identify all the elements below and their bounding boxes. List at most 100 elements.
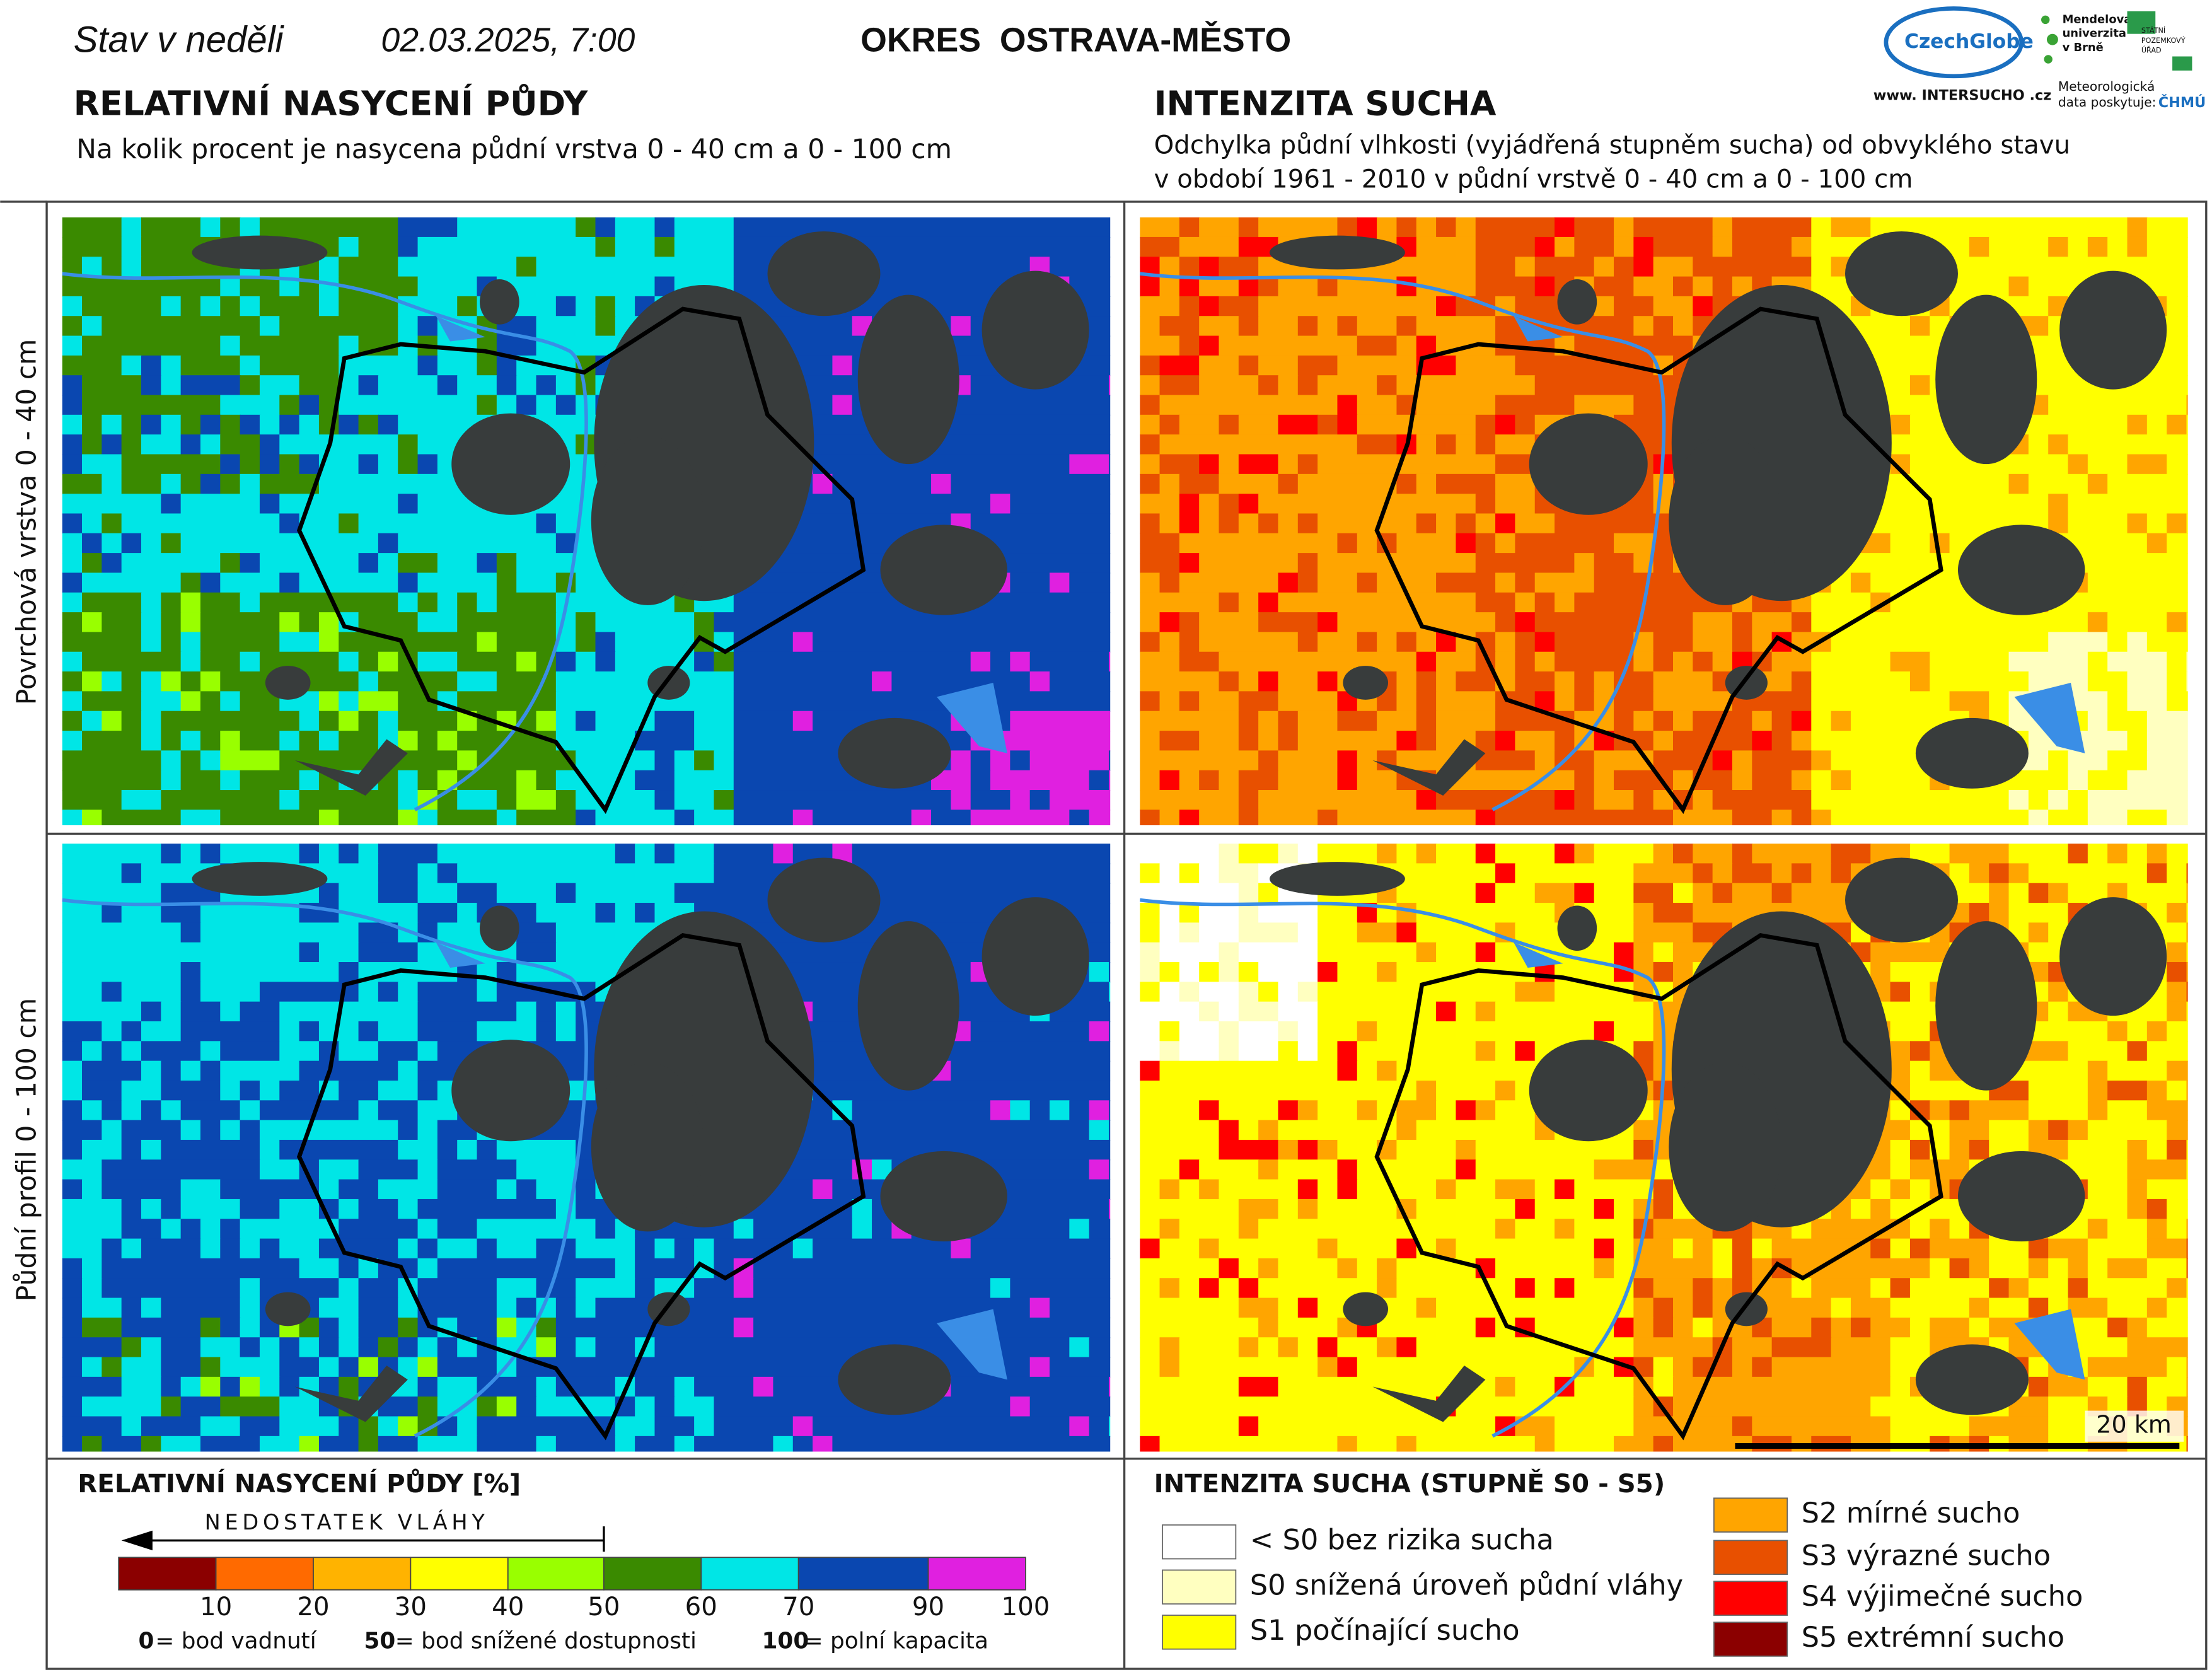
map-cell: [180, 592, 202, 613]
map-cell: [1238, 809, 1259, 825]
legend-swatch: [1162, 1569, 1237, 1605]
map-cell: [62, 316, 83, 337]
map-cell: [1297, 711, 1338, 732]
map-cell: [101, 257, 122, 277]
map-cell: [2186, 922, 2188, 943]
map-cell: [1712, 883, 1734, 904]
map-cell: [1159, 982, 1180, 1002]
map-cell: [1159, 1357, 1180, 1378]
map-cell: [792, 632, 814, 653]
map-cell: [1475, 844, 1497, 864]
map-cell: [82, 1100, 103, 1121]
map-cell: [576, 1297, 596, 1319]
map-cell: [1416, 942, 1437, 963]
map-cell: [220, 1179, 320, 1200]
map-cell: [477, 1238, 497, 1260]
map-cell: [457, 863, 715, 884]
map-cell: [339, 335, 359, 356]
map-cell: [1258, 276, 1279, 298]
map-cell: [595, 632, 616, 653]
map-cell: [1159, 1041, 1180, 1062]
map-cell: [1653, 257, 1694, 277]
map-cell: [1219, 844, 1239, 864]
map-cell: [1396, 335, 1417, 356]
map-cell: [1475, 276, 1536, 298]
map-cell: [417, 1041, 439, 1062]
map-cell: [1140, 1021, 1161, 1042]
map-cell: [200, 671, 221, 692]
map-cell: [477, 1396, 497, 1417]
map-cell: [1534, 1278, 1556, 1299]
map-cell: [161, 1219, 182, 1239]
map-cell: [200, 1120, 221, 1141]
map-cell: [1140, 632, 1161, 653]
map-cell: [1258, 375, 1279, 396]
map-cell: [2186, 1357, 2188, 1378]
map-cell: [339, 1198, 359, 1220]
map-cell: [1495, 572, 1516, 593]
map-cell: [516, 395, 537, 415]
map-cell: [299, 770, 320, 791]
map-cell: [358, 414, 379, 436]
map-cell: [1199, 962, 1220, 983]
map-cell: [1475, 236, 1536, 258]
map-cell: [1515, 632, 1536, 653]
legend-left-arrow-label: NEDOSTATEK VLÁHY: [205, 1509, 489, 1535]
map-cell: [2127, 770, 2188, 791]
map-cell: [1278, 770, 1338, 791]
map-cell: [1159, 355, 1200, 376]
map-cell: [1297, 731, 1398, 751]
map-cell: [240, 1376, 261, 1398]
map-cell: [121, 236, 142, 258]
map-cell: [2146, 533, 2168, 554]
map-cell: [2068, 1278, 2088, 1299]
map-cell: [62, 1001, 142, 1023]
map-cell: [2087, 1100, 2109, 1121]
map-cell: [536, 1376, 557, 1398]
map-cell: [1258, 962, 1319, 983]
map-cell: [1140, 790, 1239, 811]
map-cell: [1555, 632, 1635, 653]
map-cell: [1199, 1159, 1259, 1180]
map-cell: [240, 731, 281, 751]
map-cell: [1969, 1100, 2029, 1121]
map-cell: [240, 414, 261, 436]
map-cell: [417, 1357, 439, 1378]
map-cell: [1989, 883, 2010, 904]
map-cell: [161, 1080, 221, 1101]
map-cell: [240, 355, 261, 376]
map-cell: [1179, 922, 1200, 943]
map-cell: [417, 903, 458, 924]
map-cell: [1890, 1159, 1911, 1180]
map-cell: [279, 790, 300, 811]
map-cell: [279, 1041, 320, 1062]
map-cell: [1238, 731, 1259, 751]
map-cell: [299, 1258, 340, 1279]
map-cell: [1357, 1021, 1378, 1042]
map-cell: [161, 1100, 182, 1121]
map-cell: [339, 1041, 379, 1062]
map-cell: [437, 1179, 497, 1200]
map-cell: [1396, 731, 1417, 751]
map-cell: [1199, 632, 1299, 653]
map-cell: [62, 750, 162, 771]
map-cell: [1890, 1278, 1911, 1299]
map-cell: [1633, 942, 1654, 963]
map-cell: [1049, 1357, 1111, 1378]
map-cell: [1140, 217, 1180, 238]
map-cell: [2127, 691, 2168, 712]
map-cell: [1337, 1139, 1378, 1161]
map-cell: [220, 731, 241, 751]
map-cell: [2127, 671, 2168, 692]
map-cell: [1791, 731, 1812, 751]
map-cell: [62, 533, 83, 554]
map-cell: [200, 1416, 241, 1437]
map-cell: [1238, 962, 1259, 983]
map-cell: [101, 809, 182, 825]
map-cell: [378, 375, 439, 396]
legend-left-notes: 0 = bod vadnutí 50 = bod snížené dostupnost…: [139, 1628, 988, 1654]
map-cell: [240, 1337, 261, 1358]
map-cell: [1633, 1297, 1654, 1319]
map-cell: [318, 844, 340, 864]
map-cell: [635, 1258, 695, 1279]
